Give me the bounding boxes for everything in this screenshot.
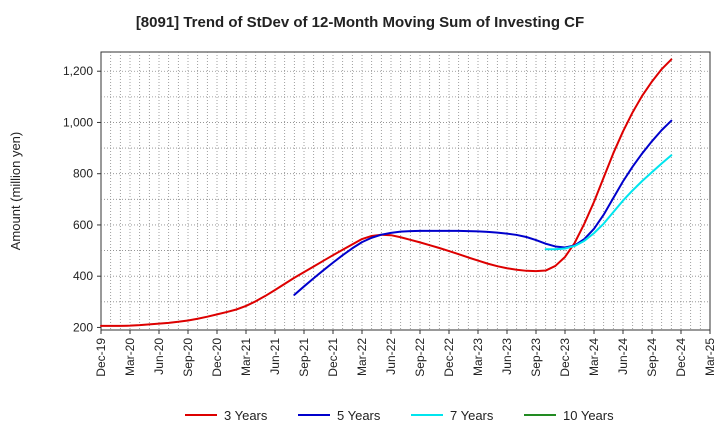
x-tick-label: Jun-21 xyxy=(268,338,282,375)
y-tick-label: 400 xyxy=(73,269,93,283)
x-tick-label: Sep-21 xyxy=(297,338,311,377)
y-tick-label: 1,000 xyxy=(63,115,93,129)
series-line-3-years xyxy=(100,58,673,327)
legend-label: 5 Years xyxy=(337,408,381,423)
x-tick-label: Mar-24 xyxy=(587,338,601,376)
legend-label: 7 Years xyxy=(450,408,494,423)
x-tick-label: Mar-25 xyxy=(703,338,717,376)
x-tick-label: Jun-24 xyxy=(616,338,630,375)
x-tick-label: Sep-24 xyxy=(645,338,659,377)
x-tick-label: Mar-20 xyxy=(123,338,137,376)
x-tick-label: Mar-23 xyxy=(471,338,485,376)
y-tick-label: 200 xyxy=(73,320,93,334)
x-tick-label: Sep-20 xyxy=(181,338,195,377)
y-tick-label: 800 xyxy=(73,167,93,181)
x-tick-label: Jun-20 xyxy=(152,338,166,375)
x-tick-label: Sep-23 xyxy=(529,338,543,377)
x-tick-label: Jun-22 xyxy=(384,338,398,375)
x-tick-label: Dec-24 xyxy=(674,338,688,377)
series-line-7-years xyxy=(544,154,673,251)
legend-label: 10 Years xyxy=(563,408,614,423)
y-tick-label: 1,200 xyxy=(63,64,93,78)
x-tick-label: Mar-21 xyxy=(239,338,253,376)
x-tick-label: Dec-21 xyxy=(326,338,340,377)
x-tick-label: Sep-22 xyxy=(413,338,427,377)
x-tick-label: Mar-22 xyxy=(355,338,369,376)
series-line-5-years xyxy=(293,119,673,296)
y-tick-label: 600 xyxy=(73,218,93,232)
x-tick-label: Dec-22 xyxy=(442,338,456,377)
chart-title: [8091] Trend of StDev of 12-Month Moving… xyxy=(135,14,585,31)
legend-label: 3 Years xyxy=(224,408,268,423)
plot-area xyxy=(100,51,711,331)
x-tick-label: Dec-20 xyxy=(210,338,224,377)
x-tick-label: Dec-23 xyxy=(558,338,572,377)
x-tick-label: Jun-23 xyxy=(500,338,514,375)
y-axis-label: Amount (million yen) xyxy=(8,132,23,251)
x-tick-label: Dec-19 xyxy=(94,338,108,377)
